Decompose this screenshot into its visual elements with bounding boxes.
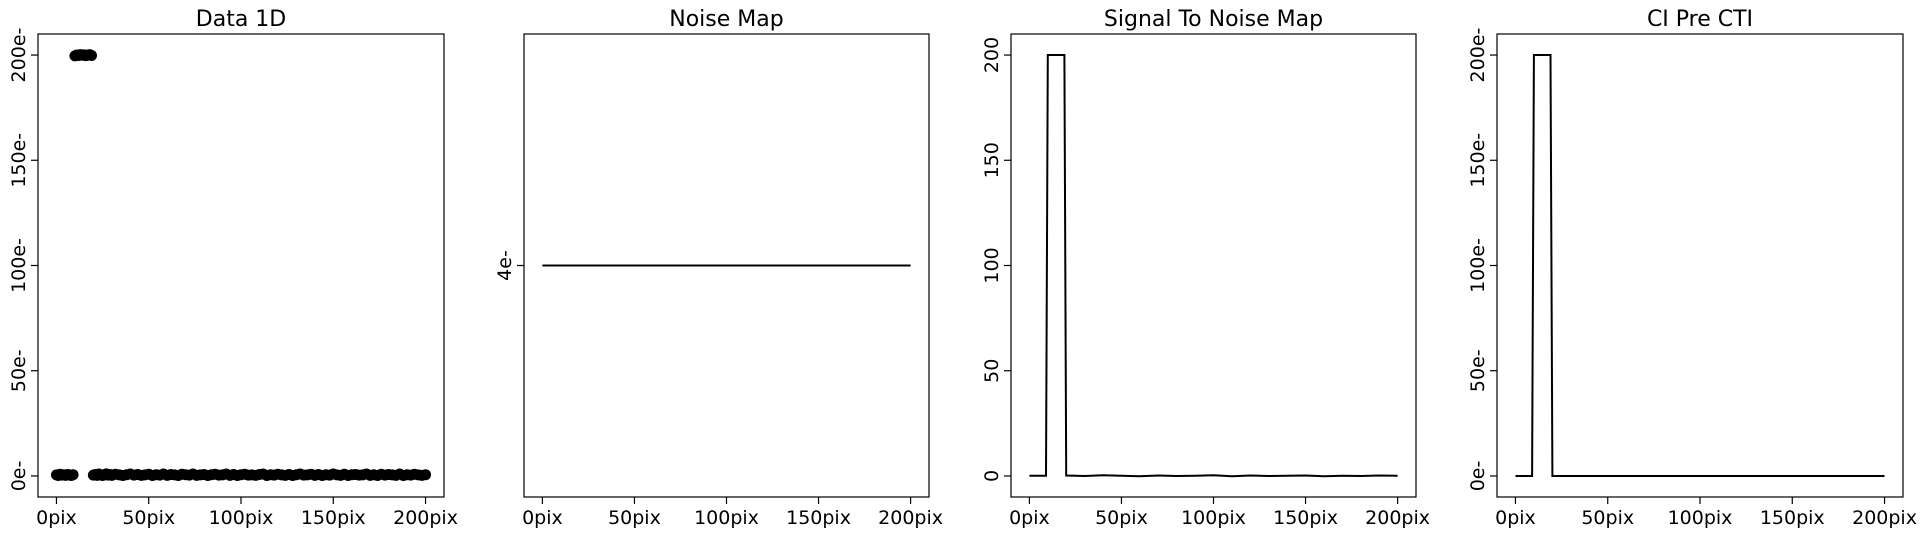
x-tick-label: 200pix (878, 507, 943, 529)
x-tick-label: 50pix (122, 507, 175, 529)
y-tick-label: 100e- (8, 238, 30, 293)
y-tick-label: 0 (981, 470, 1003, 482)
chart-title: Noise Map (669, 7, 783, 32)
chart-panel-1: Data 1D 0pix 50pix 100pix 150pix 200pix 0e- 50e… (8, 7, 458, 529)
x-tick-label: 0pix (1009, 507, 1050, 529)
y-tick-label: 200 (981, 37, 1003, 73)
x-tick-label: 100pix (1181, 507, 1246, 529)
axes-frame (37, 33, 445, 498)
x-tick-label: 150pix (1760, 507, 1825, 529)
y-tick-label: 150e- (8, 133, 30, 188)
x-tick-label: 0pix (522, 507, 563, 529)
x-tick-label: 200pix (1852, 507, 1917, 529)
y-tick-label: 150e- (1467, 133, 1489, 188)
x-tick-label: 100pix (1668, 507, 1733, 529)
chart-title: CI Pre CTI (1647, 7, 1753, 32)
x-tick-label: 200pix (393, 507, 458, 529)
x-tick-label: 100pix (209, 507, 274, 529)
x-tick-label: 0pix (1495, 507, 1536, 529)
y-tick-label: 200e- (8, 28, 30, 83)
series-line (1029, 54, 1398, 478)
y-tick-label: 4e- (494, 250, 516, 281)
y-tick-label: 50 (981, 359, 1003, 383)
y-tick-label: 100 (981, 247, 1003, 283)
x-tick-label: 100pix (694, 507, 759, 529)
chart-title: Signal To Noise Map (1104, 7, 1323, 32)
chart-panel-4: CI Pre CTI 0pix 50pix 100pix 150pix 200pix 0e-… (1467, 7, 1917, 529)
y-tick-label: 50e- (8, 349, 30, 392)
axes-frame (1496, 33, 1904, 498)
y-tick-label: 0e- (1467, 461, 1489, 492)
x-tick-label: 0pix (36, 507, 77, 529)
axes-frame (1010, 33, 1417, 498)
chart-title: Data 1D (196, 7, 286, 32)
x-tick-label: 150pix (786, 507, 851, 529)
chart-panel-2: Noise Map 0pix 50pix 100pix 150pix 200pix 4e- (494, 7, 943, 529)
x-tick-label: 150pix (301, 507, 366, 529)
data-point (420, 469, 432, 481)
x-tick-label: 50pix (1095, 507, 1148, 529)
y-tick-label: 150 (981, 142, 1003, 178)
data-point (86, 49, 98, 61)
x-tick-label: 150pix (1273, 507, 1338, 529)
x-tick-label: 50pix (1581, 507, 1634, 529)
series-line (1515, 54, 1885, 477)
x-tick-label: 200pix (1365, 507, 1430, 529)
x-tick-label: 50pix (608, 507, 661, 529)
y-tick-label: 0e- (8, 461, 30, 492)
y-tick-label: 100e- (1467, 238, 1489, 293)
y-tick-label: 200e- (1467, 28, 1489, 83)
chart-panel-3: Signal To Noise Map 0pix 50pix 100pix 150pix… (981, 7, 1430, 529)
data-point (67, 469, 79, 481)
y-tick-label: 50e- (1467, 349, 1489, 392)
